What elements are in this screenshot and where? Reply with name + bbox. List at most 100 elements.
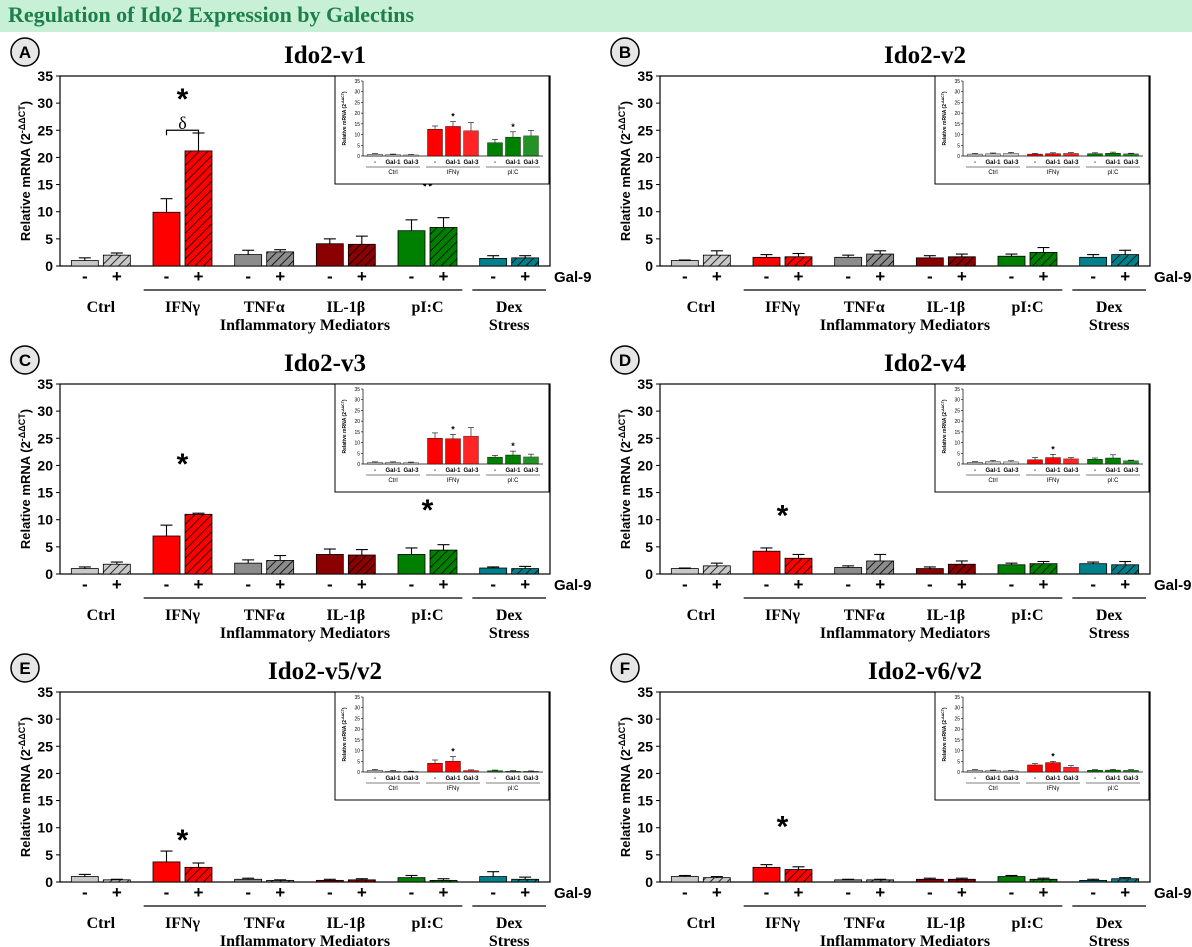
gal9-label: Gal-9 [554, 269, 592, 286]
gal9-sign: + [439, 883, 449, 902]
gal9-sign: - [927, 267, 933, 286]
gal9-sign: - [409, 883, 415, 902]
category-stress: Stress [1089, 317, 1130, 334]
inset-x-label: Gal-1 [1045, 160, 1061, 166]
bar [479, 876, 508, 883]
inset-group-label: IFNγ [1047, 478, 1060, 484]
gal9-sign: + [1120, 267, 1130, 286]
gal9-sign: + [275, 883, 285, 902]
bar [429, 879, 458, 883]
bar [102, 879, 131, 883]
inset-bar [505, 136, 521, 157]
gal9-label: Gal-9 [554, 885, 592, 902]
inset-x-label: Gal-1 [385, 160, 401, 166]
gal9-sign: - [764, 267, 770, 286]
y-tick-label: 5 [45, 539, 53, 555]
bar [315, 554, 344, 575]
inset-bar [967, 462, 983, 465]
bar [670, 260, 699, 267]
y-tick-label: 5 [45, 231, 53, 247]
bar [70, 568, 99, 575]
inset-x-label: - [1034, 160, 1036, 166]
group-label: IFNγ [765, 915, 801, 932]
inset-y-tick-label: 0 [957, 154, 960, 160]
inset-star: * [1051, 751, 1055, 761]
group-label: pI:C [411, 915, 443, 932]
inset-x-label: Gal-1 [445, 160, 461, 166]
bar [702, 877, 731, 883]
plot-frame [659, 75, 1151, 267]
gal9-sign: - [409, 575, 415, 594]
panel-letter-badge [10, 653, 40, 683]
group-label: IFNγ [165, 299, 201, 316]
bar [347, 554, 376, 575]
gal9-sign: + [520, 267, 530, 286]
bar [234, 254, 263, 267]
inset-group-label: pI:C [507, 170, 519, 176]
bar [784, 869, 813, 883]
gal9-sign: - [1009, 575, 1015, 594]
inset-bar [487, 770, 503, 773]
y-tick-label: 35 [637, 68, 653, 84]
y-tick-label: 20 [637, 765, 653, 781]
bar [315, 243, 344, 267]
y-tick-label: 0 [45, 566, 53, 582]
inset-group-label: Ctrl [388, 478, 397, 484]
inset-bar [445, 438, 461, 465]
inset-x-label: Gal-1 [505, 776, 521, 782]
group-label: IFNγ [765, 607, 801, 624]
bar [670, 876, 699, 883]
bar [702, 254, 731, 267]
inset-x-label: Gal-3 [463, 776, 479, 782]
inset-bar [523, 456, 539, 465]
group-label: IL-1β [927, 299, 966, 316]
bar [947, 563, 976, 575]
panel-letter-badge [610, 37, 640, 67]
category-stress: Stress [489, 317, 530, 334]
gal9-sign: + [875, 883, 885, 902]
y-axis-label-close: ) [618, 717, 633, 721]
inset-x-label: Gal-3 [1003, 776, 1019, 782]
bar [997, 255, 1026, 267]
bar [997, 876, 1026, 883]
y-tick-label: 25 [37, 122, 53, 138]
group-label: IL-1β [327, 607, 366, 624]
inset-x-label: Gal-3 [403, 468, 419, 474]
y-tick-label: 30 [37, 711, 53, 727]
inset-y-label-close: ) [942, 399, 948, 401]
y-tick-label: 25 [37, 738, 53, 754]
inset-y-tick-label: 20 [354, 727, 360, 733]
bar [102, 254, 131, 267]
inset-y-label-main: Relative mRNA (2 [942, 412, 948, 454]
inset-x-label: Gal-1 [505, 468, 521, 474]
annotation: * [777, 500, 789, 533]
chart-title: Ido2-v1 [284, 42, 366, 69]
inset-x-label: - [1094, 160, 1096, 166]
inset-x-label: Gal-3 [463, 160, 479, 166]
inset-y-label-close: ) [342, 399, 348, 401]
bar [1111, 878, 1140, 883]
group-label: Dex [496, 299, 523, 316]
y-tick-label: 15 [37, 177, 53, 193]
bar [397, 230, 426, 267]
gal9-sign: - [164, 883, 170, 902]
annotation: δ [178, 113, 186, 133]
y-tick-label: 10 [637, 204, 653, 220]
category-mediators: Inflammatory Mediators [220, 625, 390, 642]
category-mediators: Inflammatory Mediators [220, 933, 390, 947]
inset-bar [1123, 153, 1139, 157]
gal9-sign: + [112, 575, 122, 594]
y-tick-label: 35 [37, 68, 53, 84]
group-label: pI:C [411, 607, 443, 624]
inset-y-tick-label: 25 [954, 408, 960, 414]
gal9-sign: + [439, 267, 449, 286]
inset-y-tick-label: 0 [357, 154, 360, 160]
y-axis-label: Relative mRNA (2-ΔΔCT) [617, 717, 633, 857]
gal9-sign: + [875, 575, 885, 594]
inset-y-tick-label: 35 [354, 387, 360, 393]
group-label: Dex [1096, 299, 1123, 316]
gal9-sign: + [357, 267, 367, 286]
